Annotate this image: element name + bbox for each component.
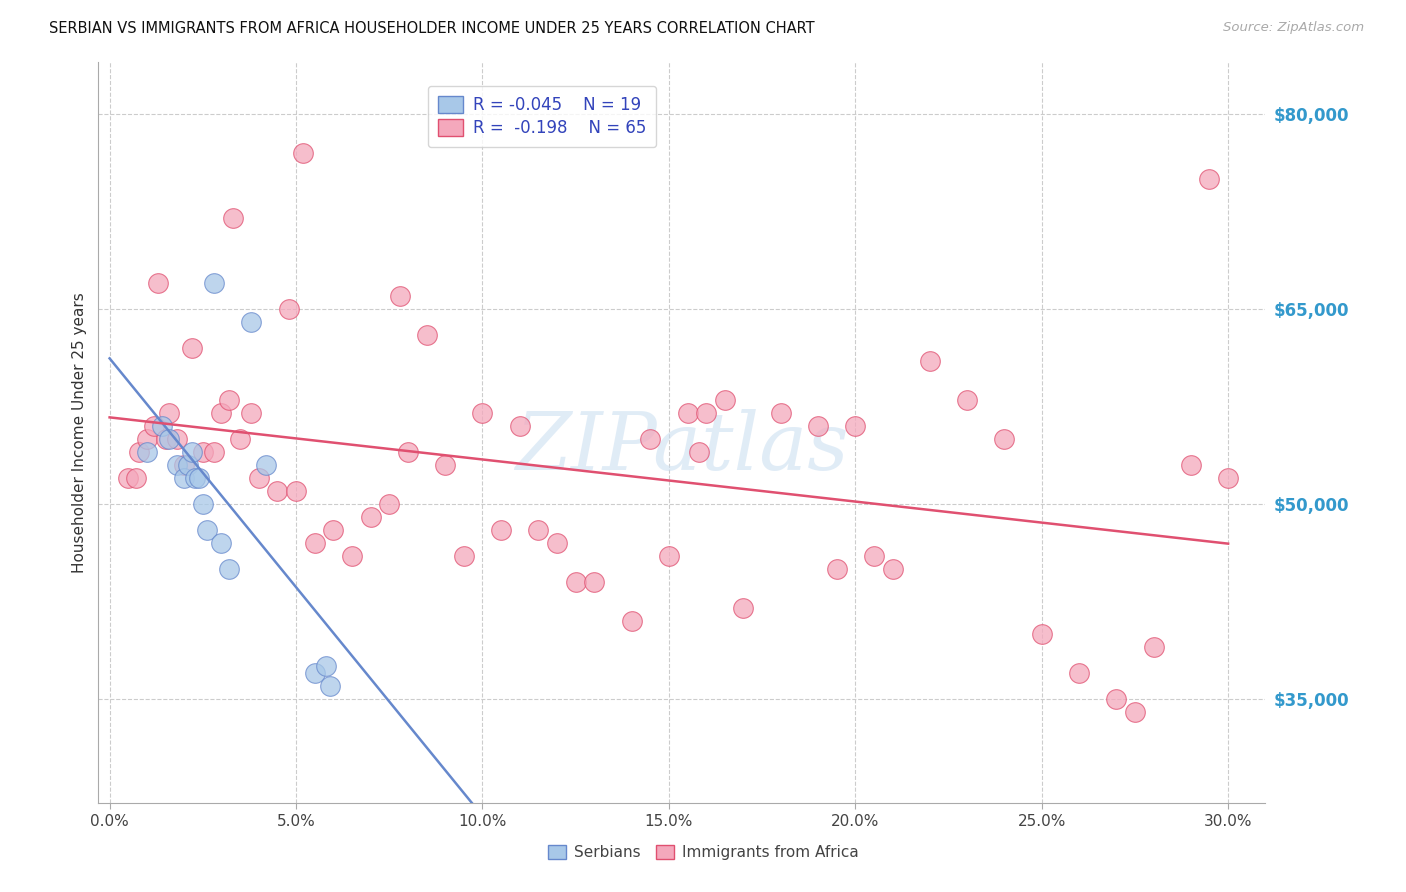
Point <box>292 146 315 161</box>
Point <box>125 471 148 485</box>
Point <box>620 614 643 628</box>
Point <box>340 549 363 563</box>
Point <box>688 445 710 459</box>
Point <box>769 406 792 420</box>
Point <box>676 406 699 420</box>
Point <box>1105 692 1128 706</box>
Point <box>489 523 512 537</box>
Point <box>695 406 717 420</box>
Point <box>229 432 252 446</box>
Point <box>304 536 326 550</box>
Text: SERBIAN VS IMMIGRANTS FROM AFRICA HOUSEHOLDER INCOME UNDER 25 YEARS CORRELATION : SERBIAN VS IMMIGRANTS FROM AFRICA HOUSEH… <box>49 21 815 36</box>
Point <box>825 562 848 576</box>
Point <box>471 406 494 420</box>
Point <box>315 659 337 673</box>
Point <box>117 471 139 485</box>
Point <box>583 574 606 589</box>
Point <box>1123 705 1146 719</box>
Point <box>318 679 340 693</box>
Point <box>128 445 150 459</box>
Point <box>146 277 169 291</box>
Point <box>527 523 550 537</box>
Point <box>564 574 586 589</box>
Point <box>285 484 308 499</box>
Legend: R = -0.045    N = 19, R =  -0.198    N = 65: R = -0.045 N = 19, R = -0.198 N = 65 <box>427 86 657 147</box>
Point <box>1198 172 1220 186</box>
Point <box>240 315 263 329</box>
Point <box>1180 458 1202 472</box>
Point <box>166 432 188 446</box>
Point <box>993 432 1015 446</box>
Point <box>157 432 180 446</box>
Point <box>150 419 173 434</box>
Point <box>191 445 214 459</box>
Point <box>135 432 157 446</box>
Point <box>1031 627 1053 641</box>
Point <box>396 445 419 459</box>
Point <box>378 497 401 511</box>
Point <box>638 432 661 446</box>
Point <box>143 419 166 434</box>
Point <box>1067 665 1090 680</box>
Point <box>247 471 270 485</box>
Point <box>157 406 180 420</box>
Point <box>240 406 263 420</box>
Point <box>389 289 412 303</box>
Point <box>658 549 681 563</box>
Point <box>155 432 177 446</box>
Point <box>188 471 211 485</box>
Point <box>304 665 326 680</box>
Point <box>415 328 437 343</box>
Point <box>1142 640 1164 654</box>
Point <box>180 341 202 355</box>
Point <box>218 393 240 408</box>
Point <box>360 510 382 524</box>
Point <box>184 471 207 485</box>
Legend: Serbians, Immigrants from Africa: Serbians, Immigrants from Africa <box>541 839 865 866</box>
Point <box>882 562 904 576</box>
Point <box>863 549 886 563</box>
Point <box>173 471 195 485</box>
Point <box>254 458 277 472</box>
Text: Source: ZipAtlas.com: Source: ZipAtlas.com <box>1223 21 1364 34</box>
Point <box>135 445 157 459</box>
Point <box>211 406 233 420</box>
Point <box>177 458 200 472</box>
Point <box>509 419 531 434</box>
Point <box>191 497 214 511</box>
Text: ZIPatlas: ZIPatlas <box>515 409 849 486</box>
Point <box>211 536 233 550</box>
Point <box>844 419 866 434</box>
Y-axis label: Householder Income Under 25 years: Householder Income Under 25 years <box>72 293 87 573</box>
Point <box>807 419 830 434</box>
Point <box>918 354 941 368</box>
Point <box>733 601 755 615</box>
Point <box>1216 471 1239 485</box>
Point <box>546 536 568 550</box>
Point <box>173 458 195 472</box>
Point <box>277 302 299 317</box>
Point <box>453 549 475 563</box>
Point <box>221 211 243 226</box>
Point <box>202 277 225 291</box>
Point <box>956 393 979 408</box>
Point <box>202 445 225 459</box>
Point <box>166 458 188 472</box>
Point <box>266 484 288 499</box>
Point <box>180 445 202 459</box>
Point <box>713 393 735 408</box>
Point <box>195 523 218 537</box>
Point <box>218 562 240 576</box>
Point <box>322 523 344 537</box>
Point <box>434 458 457 472</box>
